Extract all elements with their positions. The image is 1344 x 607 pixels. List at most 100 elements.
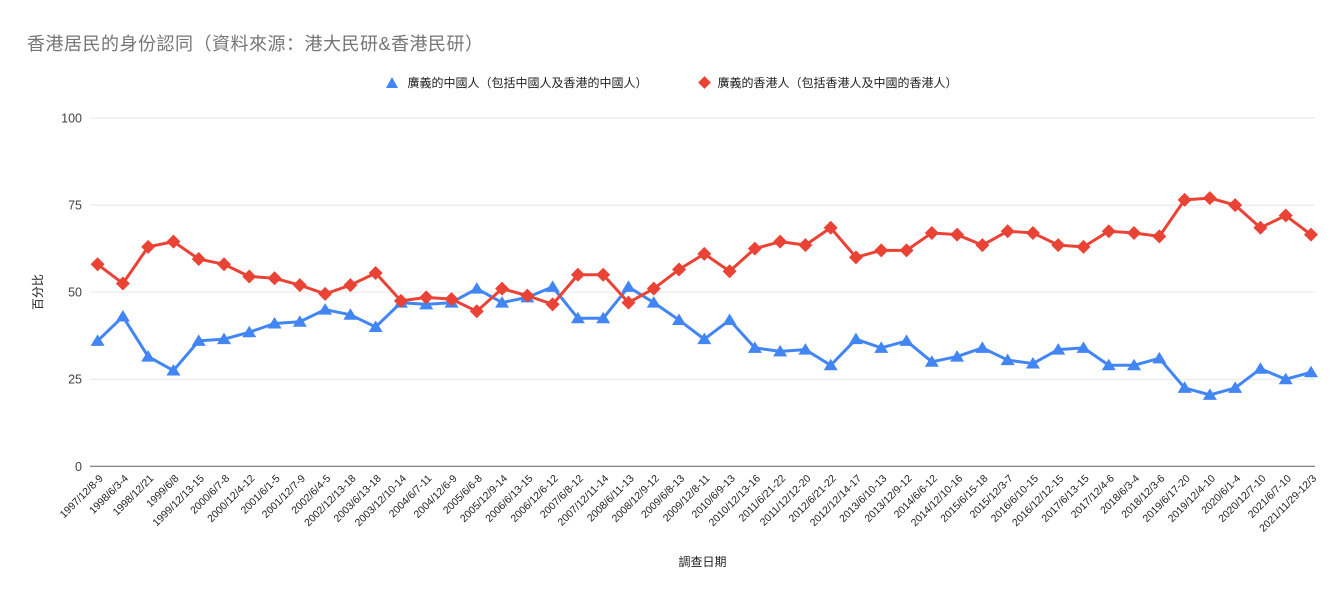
data-point-marker-diamond xyxy=(292,278,307,293)
data-point-marker-triangle xyxy=(115,310,130,322)
legend-item-hongkonger: 廣義的香港人（包括香港人及中國的香港人） xyxy=(697,74,958,91)
data-point-marker-diamond xyxy=(1253,220,1268,235)
data-point-marker-triangle xyxy=(1228,381,1243,393)
data-point-marker-diamond xyxy=(495,281,510,296)
data-point-marker-diamond xyxy=(520,288,535,303)
data-point-marker-triangle xyxy=(899,334,914,346)
data-point-marker-triangle xyxy=(166,364,181,376)
legend-item-chinese: 廣義的中國人（包括中國人及香港的中國人） xyxy=(386,74,648,91)
data-point-marker-diamond xyxy=(747,241,762,256)
data-point-marker-diamond xyxy=(419,290,434,305)
data-point-marker-diamond xyxy=(1051,238,1066,253)
data-point-marker-triangle xyxy=(1127,358,1142,371)
data-point-marker-triangle xyxy=(1051,343,1066,355)
data-point-marker-diamond xyxy=(141,239,156,254)
y-tick-label: 25 xyxy=(68,373,82,387)
data-point-marker-diamond xyxy=(1278,208,1293,223)
data-point-marker-triangle xyxy=(773,344,788,357)
data-point-marker-triangle xyxy=(672,313,687,326)
data-point-marker-triangle xyxy=(823,358,838,371)
data-point-marker-triangle xyxy=(848,332,863,345)
chart-legend: 廣義的中國人（包括中國人及香港的中國人） 廣義的香港人（包括香港人及中國的香港人… xyxy=(0,74,1344,91)
data-point-marker-triangle xyxy=(646,296,661,308)
data-point-marker-diamond xyxy=(242,269,257,284)
data-point-marker-diamond xyxy=(444,292,459,307)
data-point-marker-diamond xyxy=(874,243,889,258)
data-point-marker-diamond xyxy=(1076,239,1091,254)
data-point-marker-diamond xyxy=(115,276,130,291)
data-point-marker-diamond xyxy=(469,304,484,319)
data-point-marker-diamond xyxy=(798,238,813,253)
data-point-marker-diamond xyxy=(90,257,105,272)
data-point-marker-diamond xyxy=(722,264,737,279)
data-point-marker-triangle xyxy=(747,341,762,353)
data-point-marker-triangle xyxy=(318,303,333,315)
data-point-marker-triangle xyxy=(1177,381,1192,393)
data-point-marker-triangle xyxy=(191,334,206,346)
data-point-marker-diamond xyxy=(166,234,181,249)
data-point-marker-triangle xyxy=(950,350,965,362)
data-point-marker-diamond xyxy=(621,295,636,310)
data-point-marker-triangle xyxy=(1202,388,1217,400)
data-point-marker-diamond xyxy=(343,278,358,293)
data-point-marker-triangle xyxy=(722,313,737,326)
data-point-marker-diamond xyxy=(672,262,687,277)
data-point-marker-diamond xyxy=(1025,225,1040,240)
data-point-marker-triangle xyxy=(216,332,231,345)
data-point-marker-diamond xyxy=(1202,191,1217,206)
data-point-marker-diamond xyxy=(267,271,282,286)
data-point-marker-triangle xyxy=(545,280,560,292)
data-point-marker-triangle xyxy=(924,355,939,367)
chart-title: 香港居民的身份認同（資料來源：港大民研&香港民研） xyxy=(27,34,484,54)
data-point-marker-diamond xyxy=(975,238,990,253)
y-tick-label: 100 xyxy=(61,112,82,126)
data-point-marker-diamond xyxy=(1000,224,1015,239)
data-point-marker-diamond xyxy=(848,250,863,265)
data-point-marker-triangle xyxy=(495,296,510,308)
data-point-marker-triangle xyxy=(570,311,585,324)
data-point-marker-diamond xyxy=(950,227,965,242)
data-point-marker-triangle xyxy=(874,341,889,353)
data-point-marker-diamond xyxy=(924,225,939,240)
data-point-marker-triangle xyxy=(1025,357,1040,369)
y-axis-title: 百分比 xyxy=(31,274,45,310)
data-point-marker-diamond xyxy=(318,286,333,301)
data-point-marker-triangle xyxy=(292,315,307,327)
data-point-marker-triangle xyxy=(596,311,611,324)
data-point-marker-diamond xyxy=(1228,198,1243,213)
data-point-marker-triangle xyxy=(1253,362,1268,374)
data-point-marker-diamond xyxy=(545,297,560,312)
data-point-marker-diamond xyxy=(1152,229,1167,244)
y-tick-label: 75 xyxy=(68,199,82,213)
data-point-marker-diamond xyxy=(191,252,206,267)
data-point-marker-triangle xyxy=(267,316,282,329)
data-point-marker-diamond xyxy=(899,243,914,258)
data-point-marker-diamond xyxy=(393,293,408,308)
data-point-marker-diamond xyxy=(1101,224,1116,239)
data-point-marker-diamond xyxy=(646,281,661,296)
y-tick-label: 0 xyxy=(75,460,82,474)
data-point-marker-diamond xyxy=(596,267,611,282)
data-point-marker-triangle xyxy=(798,343,813,355)
data-point-marker-diamond xyxy=(570,267,585,282)
data-point-marker-triangle xyxy=(368,320,383,332)
data-point-marker-diamond xyxy=(1127,225,1142,240)
data-point-marker-triangle xyxy=(621,280,636,292)
data-point-marker-diamond xyxy=(823,220,838,235)
triangle-icon xyxy=(386,77,399,88)
data-point-marker-triangle xyxy=(1152,351,1167,364)
data-point-marker-triangle xyxy=(1278,372,1293,385)
data-point-marker-triangle xyxy=(141,350,156,362)
y-tick-label: 50 xyxy=(68,286,82,300)
data-point-marker-diamond xyxy=(216,257,231,272)
data-point-marker-triangle xyxy=(469,282,484,294)
legend-label-chinese: 廣義的中國人（包括中國人及香港的中國人） xyxy=(407,76,648,90)
data-point-marker-triangle xyxy=(1076,341,1091,353)
data-point-marker-diamond xyxy=(368,265,383,280)
data-point-marker-triangle xyxy=(1000,353,1015,366)
data-point-marker-triangle xyxy=(242,325,257,338)
data-point-marker-triangle xyxy=(975,341,990,353)
data-point-marker-diamond xyxy=(1177,192,1192,207)
data-point-marker-diamond xyxy=(697,246,712,261)
